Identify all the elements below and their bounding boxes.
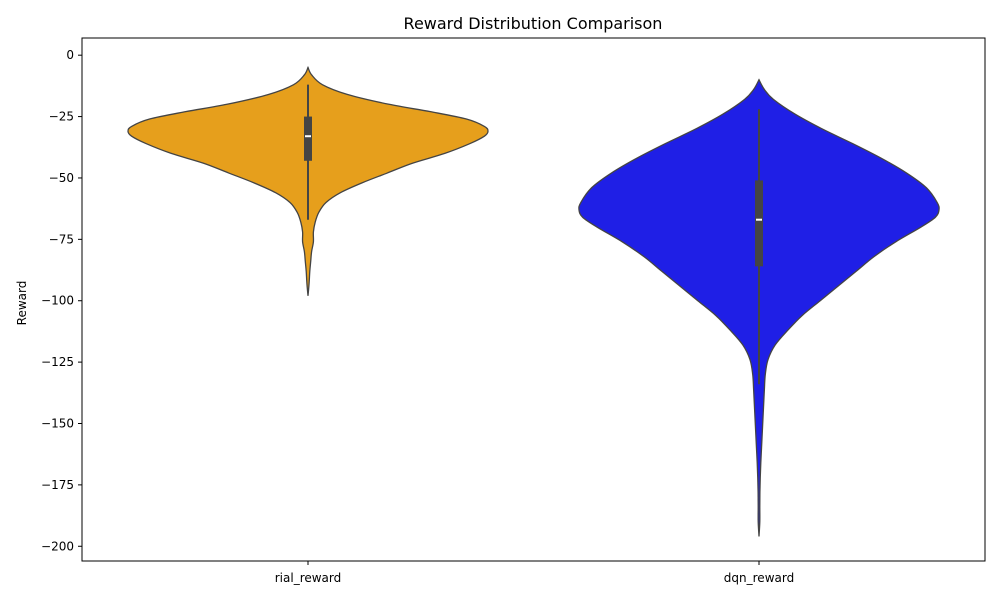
y-tick-label: −25 — [49, 110, 74, 124]
iqr-box-rial_reward — [304, 116, 312, 161]
iqr-box-dqn_reward — [755, 180, 763, 267]
chart-title: Reward Distribution Comparison — [404, 14, 663, 33]
x-tick-label: dqn_reward — [724, 571, 794, 585]
x-tick-label: rial_reward — [275, 571, 342, 585]
plot-frame — [81, 37, 986, 562]
plot-layer — [127, 65, 940, 537]
y-tick-label: 0 — [66, 48, 74, 62]
y-tick-label: −75 — [49, 232, 74, 246]
violin-dqn_reward — [578, 78, 940, 537]
y-tick-label: −150 — [41, 416, 74, 430]
violin-rial_reward — [127, 65, 489, 296]
y-tick-label: −100 — [41, 294, 74, 308]
y-tick-label: −200 — [41, 539, 74, 553]
y-tick-label: −125 — [41, 355, 74, 369]
y-axis-label: Reward — [15, 281, 29, 326]
y-tick-label: −175 — [41, 478, 74, 492]
y-tick-label: −50 — [49, 171, 74, 185]
axes-layer: 0 −25 −50 −75 −100 −125 −150 −175 −200 rial_rewar… — [41, 37, 986, 585]
